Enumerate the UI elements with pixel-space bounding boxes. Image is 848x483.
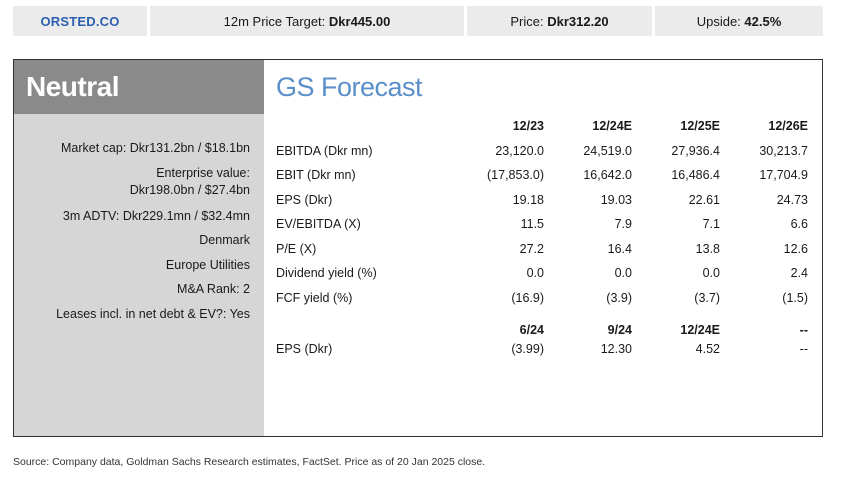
year-header: 12/23 xyxy=(512,119,544,134)
cell: 0.0 xyxy=(526,266,544,281)
country: Denmark xyxy=(199,233,250,247)
price-value: Dkr312.20 xyxy=(547,13,609,29)
cell: 0.0 xyxy=(702,266,720,281)
quarter-header: 9/24 xyxy=(607,323,632,337)
row-label: EPS (Dkr) xyxy=(276,192,333,207)
price-target-label: 12m Price Target: xyxy=(223,13,326,29)
table-row: Dividend yield (%) 0.0 0.0 0.0 2.4 xyxy=(276,261,808,286)
cell: 16,486.4 xyxy=(671,168,720,183)
cell: 24,519.0 xyxy=(583,143,632,158)
cell: 30,213.7 xyxy=(759,143,808,158)
forecast-section: GS Forecast 12/23 12/24E 12/25E 12/26E E… xyxy=(276,60,816,436)
quarter-header-row: 6/24 9/24 12/24E -- xyxy=(276,320,808,340)
cell: 6.6 xyxy=(790,217,808,232)
row-label: EV/EBITDA (X) xyxy=(276,217,361,232)
cell: 2.4 xyxy=(790,266,808,281)
sector: Europe Utilities xyxy=(165,257,250,272)
cell: -- xyxy=(799,342,808,356)
cell: (16.9) xyxy=(511,290,544,305)
price-label: Price: xyxy=(510,13,544,29)
report-panel: Neutral Market cap: Dkr131.2bn / $18.1bn… xyxy=(13,59,823,437)
row-label: FCF yield (%) xyxy=(276,290,353,305)
table-row: EPS (Dkr) (3.99) 12.30 4.52 -- xyxy=(276,340,808,358)
ev-label: Enterprise value: xyxy=(156,165,250,180)
cell: 13.8 xyxy=(695,241,720,256)
ticker-label[interactable]: ORSTED.CO xyxy=(13,6,147,36)
upside: Upside: 42.5% xyxy=(655,6,823,36)
row-label: Dividend yield (%) xyxy=(276,266,377,281)
cell: 27.2 xyxy=(519,241,544,256)
ev-value: Dkr198.0bn / $27.4bn xyxy=(129,182,250,197)
cell: (17,853.0) xyxy=(487,168,544,183)
cell: 12.6 xyxy=(783,241,808,256)
row-label: P/E (X) xyxy=(276,241,317,256)
cell: 11.5 xyxy=(520,217,544,232)
leases-note: Leases incl. in net debt & EV?: Yes xyxy=(56,306,250,321)
quarter-header: -- xyxy=(799,323,808,337)
cell: 22.61 xyxy=(688,192,720,207)
cell: 23,120.0 xyxy=(495,143,544,158)
row-label: EBITDA (Dkr mn) xyxy=(276,143,373,158)
table-row: FCF yield (%) (16.9) (3.9) (3.7) (1.5) xyxy=(276,286,808,311)
year-header-row: 12/23 12/24E 12/25E 12/26E xyxy=(276,114,808,139)
cell: 0.0 xyxy=(614,266,632,281)
price-target-value: Dkr445.00 xyxy=(328,13,391,29)
cell: 4.52 xyxy=(695,342,720,356)
cell: 7.9 xyxy=(614,217,632,232)
cell: (3.9) xyxy=(606,290,632,305)
year-header: 12/24E xyxy=(592,119,632,134)
source-note: Source: Company data, Goldman Sachs Rese… xyxy=(13,456,486,468)
cell: 17,704.9 xyxy=(759,168,808,183)
upside-value: 42.5% xyxy=(744,13,782,29)
table-row: EV/EBITDA (X) 11.5 7.9 7.1 6.6 xyxy=(276,212,808,237)
cell: 16,642.0 xyxy=(583,168,632,183)
upside-label: Upside: xyxy=(696,13,741,29)
cell: 19.03 xyxy=(600,192,632,207)
market-cap: Market cap: Dkr131.2bn / $18.1bn xyxy=(60,141,250,155)
quarter-header: 12/24E xyxy=(680,323,720,337)
rating-badge: Neutral xyxy=(14,60,264,114)
forecast-table: 12/23 12/24E 12/25E 12/26E EBITDA (Dkr m… xyxy=(276,114,808,358)
adtv: 3m ADTV: Dkr229.1mn / $32.4mn xyxy=(62,208,250,223)
company-sidebar: Neutral Market cap: Dkr131.2bn / $18.1bn… xyxy=(14,60,264,436)
table-row: EBIT (Dkr mn) (17,853.0) 16,642.0 16,486… xyxy=(276,163,808,188)
year-header: 12/26E xyxy=(768,119,808,134)
cell: 27,936.4 xyxy=(671,143,720,158)
current-price: Price: Dkr312.20 xyxy=(467,6,652,36)
cell: 7.1 xyxy=(702,217,720,232)
table-row: P/E (X) 27.2 16.4 13.8 12.6 xyxy=(276,237,808,262)
company-facts: Market cap: Dkr131.2bn / $18.1bn Enterpr… xyxy=(56,140,250,330)
table-row: EBITDA (Dkr mn) 23,120.0 24,519.0 27,936… xyxy=(276,139,808,164)
quarter-header: 6/24 xyxy=(519,323,544,337)
row-label: EBIT (Dkr mn) xyxy=(276,168,356,183)
row-label: EPS (Dkr) xyxy=(276,342,333,356)
enterprise-value: Enterprise value: Dkr198.0bn / $27.4bn xyxy=(56,165,250,208)
price-target: 12m Price Target: Dkr445.00 xyxy=(150,6,464,36)
ma-rank: M&A Rank: 2 xyxy=(177,282,250,296)
summary-bar: ORSTED.CO 12m Price Target: Dkr445.00 Pr… xyxy=(13,6,823,36)
cell: (3.99) xyxy=(511,342,544,356)
cell: (1.5) xyxy=(782,290,808,305)
forecast-title: GS Forecast xyxy=(276,72,423,102)
year-header: 12/25E xyxy=(680,119,720,134)
cell: 16.4 xyxy=(607,241,632,256)
table-row: EPS (Dkr) 19.18 19.03 22.61 24.73 xyxy=(276,188,808,213)
spacer-row xyxy=(276,310,808,320)
cell: (3.7) xyxy=(694,290,720,305)
cell: 19.18 xyxy=(512,192,544,207)
cell: 12.30 xyxy=(600,342,632,356)
cell: 24.73 xyxy=(776,192,808,207)
